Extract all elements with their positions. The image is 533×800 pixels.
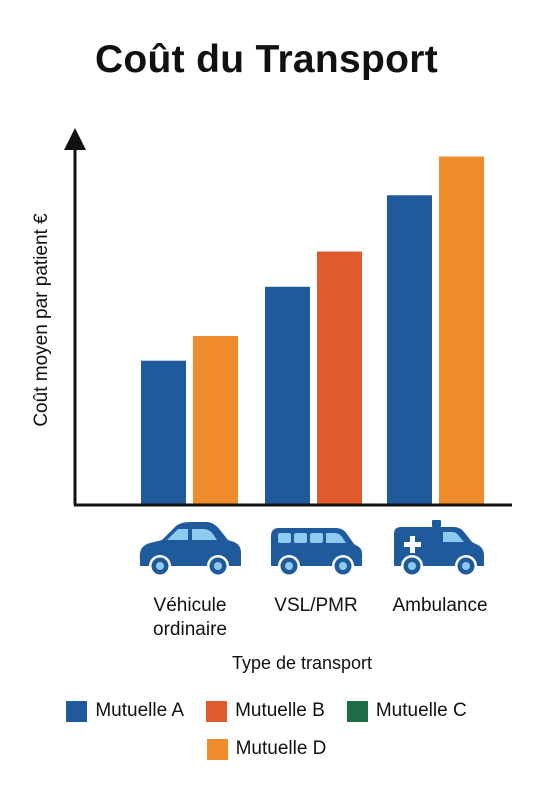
y-axis-arrow <box>64 128 86 150</box>
legend-swatch <box>206 700 228 722</box>
tick-labels: Véhicule ordinaire VSL/PMR Ambulance <box>153 595 488 640</box>
legend-item-mutuelle-b: Mutuelle B <box>206 700 325 722</box>
chart-title: Coût du Transport <box>94 38 439 81</box>
legend-swatch <box>346 700 368 722</box>
bar-mutuelle-a-2 <box>387 195 432 506</box>
legend-label: Mutuelle B <box>235 700 325 721</box>
x-tick-label-2: Ambulance <box>392 595 487 616</box>
bar-mutuelle-a-1 <box>265 286 310 505</box>
ambulance-icon <box>394 520 484 577</box>
van-icon <box>271 528 363 577</box>
legend-item-mutuelle-a: Mutuelle A <box>66 700 184 722</box>
car-icon <box>139 522 242 577</box>
bar-mutuelle-d-0 <box>193 336 238 505</box>
legend-label: Mutuelle D <box>235 738 327 759</box>
legend-label: Mutuelle C <box>375 700 467 721</box>
x-tick-label-1: VSL/PMR <box>274 595 357 616</box>
legend-row: Mutuelle A Mutuelle B Mutuelle C <box>0 700 533 722</box>
bar-mutuelle-b-1 <box>317 251 362 505</box>
legend-item-mutuelle-c: Mutuelle C <box>346 700 467 722</box>
x-tick-label-0: Véhicule ordinaire <box>153 595 227 640</box>
legend-row: Mutuelle D <box>0 738 533 760</box>
legend-label: Mutuelle A <box>95 700 185 721</box>
legend-item-mutuelle-d: Mutuelle D <box>206 738 327 760</box>
legend-swatch <box>66 700 88 722</box>
chart-svg: Véhicule ordinaire VSL/PMR Ambulance Coût m… <box>31 128 512 673</box>
y-axis-label: Coût moyen par patient € <box>31 213 52 427</box>
icons-layer <box>139 520 484 577</box>
x-axis-label: Type de transport <box>232 653 372 673</box>
bar-mutuelle-d-2 <box>439 156 484 505</box>
bars-layer <box>141 156 484 506</box>
legend: Mutuelle A Mutuelle B Mutuelle C Mutuelle … <box>0 700 533 776</box>
bar-mutuelle-a-0 <box>141 360 186 505</box>
legend-swatch <box>206 738 228 760</box>
